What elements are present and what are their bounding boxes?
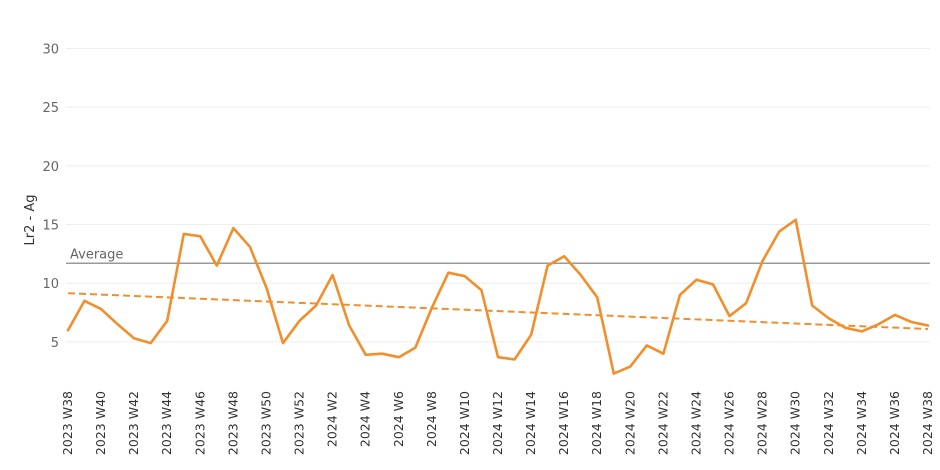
gridlines xyxy=(66,47,930,343)
x-tick-label: 2024 W26 xyxy=(722,391,737,455)
x-tick-label: 2024 W30 xyxy=(788,391,803,455)
x-axis-ticks: 2023 W38 2023 W40 2023 W42 2023 W44 2023 W46… xyxy=(60,391,935,455)
average-label: Average xyxy=(70,247,123,262)
y-axis-ticks: 5 10 15 20 25 30 xyxy=(42,42,59,350)
x-tick-label: 2023 W52 xyxy=(292,391,307,455)
x-tick-label: 2024 W10 xyxy=(457,391,472,455)
x-tick-label: 2024 W34 xyxy=(854,391,869,455)
x-tick-label: 2024 W22 xyxy=(655,391,670,455)
x-tick-label: 2024 W2 xyxy=(325,391,340,447)
x-tick-label: 2024 W4 xyxy=(358,391,373,447)
trend-line xyxy=(67,292,929,331)
x-tick-label: 2024 W6 xyxy=(391,391,406,447)
x-tick-label: 2023 W40 xyxy=(93,391,108,455)
x-tick-label: 2023 W50 xyxy=(259,391,274,455)
x-tick-label: 2023 W48 xyxy=(225,391,240,455)
x-tick-label: 2024 W8 xyxy=(424,391,439,447)
x-tick-label: 2024 W32 xyxy=(821,391,836,455)
trend-line-group xyxy=(67,292,929,331)
x-tick-label: 2023 W44 xyxy=(159,391,174,455)
y-tick-label: 25 xyxy=(42,101,59,116)
x-tick-label: 2024 W36 xyxy=(887,391,902,455)
x-tick-label: 2024 W14 xyxy=(523,391,538,455)
y-tick-label: 10 xyxy=(42,277,59,292)
y-tick-label: 5 xyxy=(51,336,59,351)
x-tick-label: 2024 W16 xyxy=(556,391,571,455)
x-tick-label: 2024 W24 xyxy=(689,391,704,455)
y-axis-label: Lr2 - Ag xyxy=(23,195,38,246)
x-tick-label: 2024 W12 xyxy=(490,391,505,455)
y-tick-label: 15 xyxy=(42,219,59,234)
x-tick-label: 2023 W38 xyxy=(60,391,75,455)
series-group xyxy=(66,218,930,375)
reference-line-group: Average xyxy=(66,247,930,265)
x-tick-label: 2024 W20 xyxy=(622,391,637,455)
x-tick-label: 2024 W38 xyxy=(920,391,935,455)
x-tick-label: 2023 W46 xyxy=(192,391,207,455)
x-tick-label: 2024 W28 xyxy=(755,391,770,455)
x-tick-label: 2023 W42 xyxy=(126,391,141,455)
series-line xyxy=(66,218,930,375)
y-tick-label: 20 xyxy=(42,160,59,175)
y-tick-label: 30 xyxy=(42,42,59,57)
x-tick-label: 2024 W18 xyxy=(589,391,604,455)
